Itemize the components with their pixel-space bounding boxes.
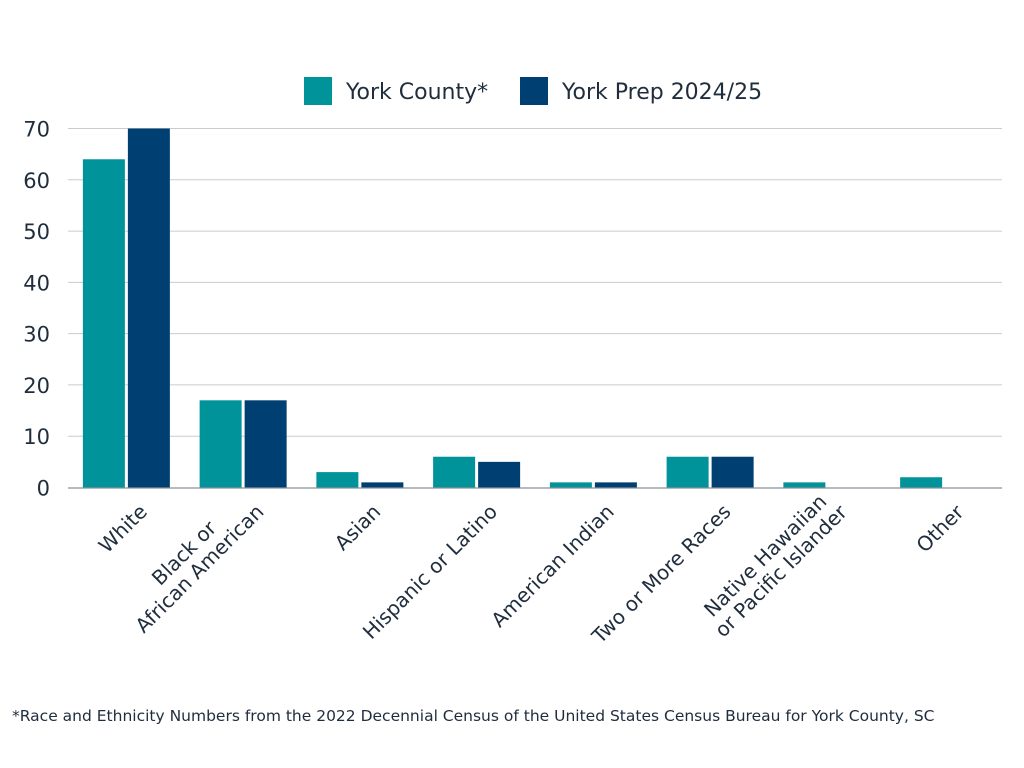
y-tick-label: 30: [23, 323, 50, 347]
x-tick-label: Asian: [330, 499, 386, 555]
y-tick-label: 70: [23, 118, 50, 142]
x-tick-label: White: [94, 499, 152, 557]
footnote: *Race and Ethnicity Numbers from the 202…: [12, 707, 935, 725]
bar: [594, 482, 637, 488]
y-tick-label: 10: [23, 425, 50, 449]
y-tick-label: 60: [23, 169, 50, 193]
x-tick-label: American Indian: [486, 499, 618, 631]
legend-label: York Prep 2024/25: [561, 80, 762, 105]
legend-label: York County*: [345, 80, 488, 105]
bars: [82, 128, 943, 488]
x-tick-label: Other: [911, 499, 969, 557]
bar: [783, 482, 826, 488]
bar: [361, 482, 404, 488]
bar: [127, 128, 170, 488]
y-tick-label: 40: [23, 271, 50, 295]
legend-swatch: [304, 77, 332, 105]
y-tick-label: 20: [23, 374, 50, 398]
bar: [82, 159, 125, 488]
y-tick-label: 50: [23, 220, 50, 244]
bar: [711, 456, 754, 488]
bar: [244, 400, 287, 488]
bar: [900, 477, 943, 488]
bar: [433, 456, 476, 488]
legend: York County* York Prep 2024/25: [304, 77, 762, 105]
bar: [316, 472, 359, 488]
bar: [199, 400, 242, 488]
bar: [549, 482, 592, 488]
y-tick-label: 0: [37, 477, 50, 501]
bar: [478, 461, 521, 488]
bar: [666, 456, 709, 488]
y-axis-ticks: 0 10 20 30 40 50 60 70: [23, 118, 50, 501]
legend-swatch: [520, 77, 548, 105]
gridlines: [68, 128, 1002, 437]
